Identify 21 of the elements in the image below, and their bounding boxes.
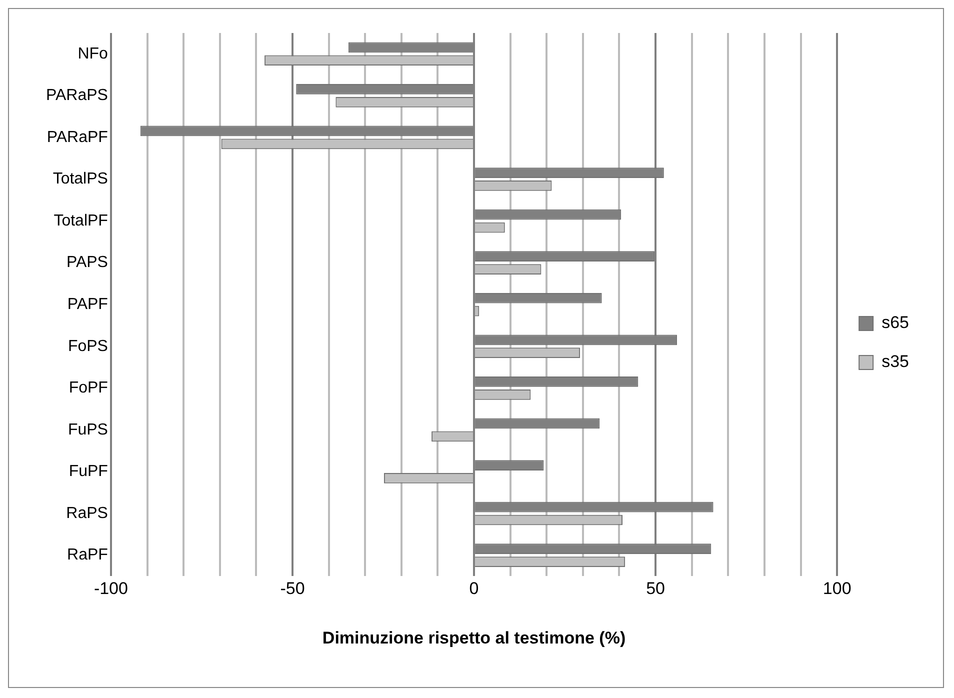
y-tick-label: PAPS (66, 254, 108, 272)
y-tick-label: TotalPS (52, 170, 108, 188)
x-tick-label: -50 (280, 579, 305, 598)
y-tick-label: RaPF (67, 546, 108, 564)
legend-label: s35 (882, 352, 910, 372)
x-tick-label: 100 (822, 579, 852, 598)
y-tick-label: FoPF (68, 380, 108, 397)
x-tick-label: 0 (469, 579, 479, 598)
y-tick-label: NFo (78, 45, 108, 62)
y-tick-label: FuPS (68, 421, 108, 438)
y-tick-label: FuPF (68, 463, 108, 480)
y-tick-label: PARaPF (46, 128, 108, 146)
y-tick-label: FoPS (68, 338, 108, 355)
x-tick-label: -100 (94, 579, 128, 598)
y-tick-label: PAPF (67, 296, 108, 314)
legend-label: s65 (882, 313, 910, 332)
y-tick-label: RaPS (66, 504, 108, 522)
x-tick-label: 50 (646, 579, 666, 598)
x-axis-title: Diminuzione rispetto al testimone (%) (322, 628, 626, 648)
y-tick-label: PARaPS (46, 87, 108, 104)
y-tick-label: TotalPF (54, 212, 108, 230)
